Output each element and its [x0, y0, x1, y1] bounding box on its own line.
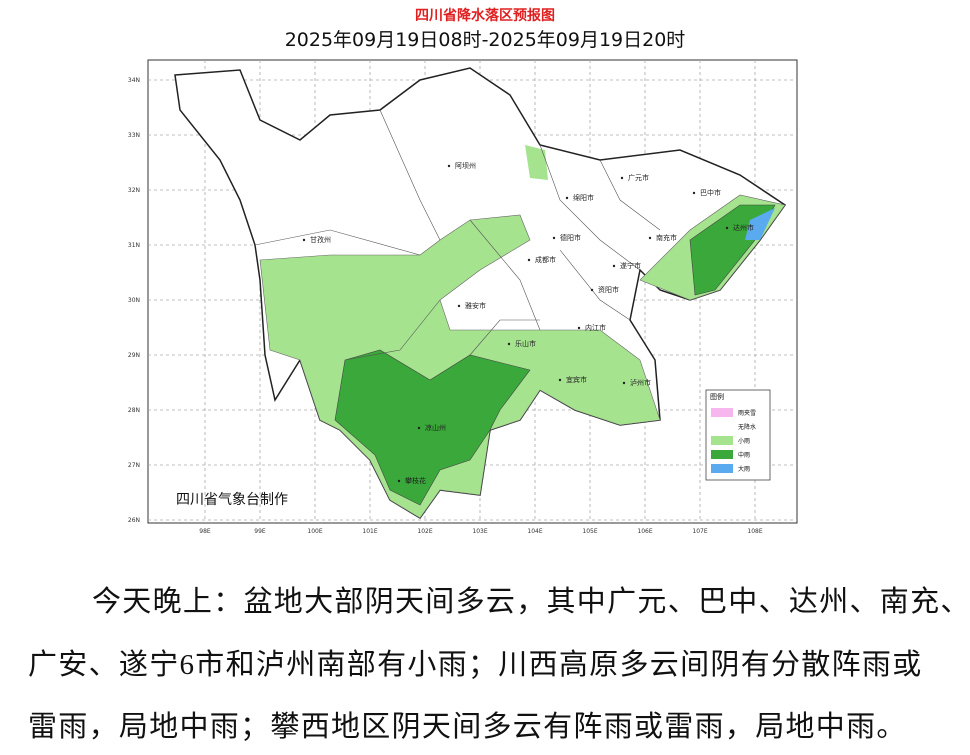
x-axis-label: 102E [417, 528, 432, 535]
light-rain-area [455, 222, 510, 250]
place-dot [417, 426, 421, 430]
place-label: 阿坝州 [455, 161, 476, 170]
legend-swatch [711, 436, 733, 445]
moderate-rain-area [334, 349, 531, 506]
x-axis-label: 105E [582, 528, 597, 535]
map-credit: 四川省气象台制作 [176, 492, 288, 508]
place-dot [725, 226, 729, 230]
x-axis-label: 103E [472, 528, 487, 535]
place-label: 泸州市 [630, 378, 651, 387]
paragraph-line: 广安、遂宁6市和泸州南部有小雨；川西高原多云间阴有分散阵雨或 [28, 649, 923, 681]
place-dot [558, 378, 562, 382]
place-dot [577, 326, 581, 330]
y-axis-label: 33N [128, 132, 140, 139]
place-label: 巴中市 [700, 188, 721, 197]
place-label: 乐山市 [515, 339, 536, 348]
place-label: 德阳市 [560, 233, 581, 242]
place-dot [648, 236, 652, 240]
place-label: 达州市 [733, 223, 754, 232]
light-rain-area [525, 145, 548, 180]
place-label: 资阳市 [598, 285, 619, 294]
legend-swatch [711, 450, 733, 459]
y-axis-label: 26N [128, 517, 140, 524]
place-label: 遂宁市 [620, 261, 641, 270]
x-axis-label: 99E [254, 528, 266, 535]
place-label: 绵阳市 [573, 193, 594, 202]
heavy-rain-area [745, 208, 775, 240]
place-dot [612, 264, 616, 268]
place-dot [507, 342, 511, 346]
x-axis-label: 104E [527, 528, 542, 535]
legend-label: 大雨 [738, 465, 750, 473]
place-dot [457, 304, 461, 308]
legend-label: 中雨 [738, 451, 750, 459]
legend-swatch [711, 464, 733, 473]
x-axis-label: 100E [307, 528, 322, 535]
x-axis-label: 101E [362, 528, 377, 535]
x-axis-label: 107E [692, 528, 707, 535]
place-label: 雅安市 [465, 301, 486, 310]
map: 四川省降水落区预报图 2025年09月19日08时-2025年09月19日20时… [128, 7, 798, 535]
place-dot [692, 191, 696, 195]
place-label: 宜宾市 [566, 375, 587, 384]
y-axis-label: 34N [128, 77, 140, 84]
place-dot [620, 176, 624, 180]
map-subtitle: 2025年09月19日08时-2025年09月19日20时 [285, 29, 686, 51]
place-label: 攀枝花 [405, 476, 426, 485]
place-label: 南充市 [656, 233, 677, 242]
place-dot [622, 381, 626, 385]
place-dot [302, 238, 306, 242]
legend-label: 小雨 [738, 437, 750, 445]
place-label: 凉山州 [425, 423, 446, 432]
place-label: 内江市 [585, 323, 606, 332]
y-axis-label: 28N [128, 407, 140, 414]
paragraph-line: 今天晚上：盆地大部阴天间多云，其中广元、巴中、达州、南充、 [92, 586, 970, 618]
x-axis-label: 106E [637, 528, 652, 535]
legend-label: 雨夹雪 [738, 409, 756, 417]
legend-label: 无降水 [738, 423, 756, 431]
x-axis-label: 98E [199, 528, 211, 535]
place-dot [447, 164, 451, 168]
place-dot [397, 479, 401, 483]
y-axis-label: 32N [128, 187, 140, 194]
place-dot [527, 258, 531, 262]
place-label: 广元市 [628, 173, 649, 182]
place-label: 成都市 [535, 255, 556, 264]
x-axis-label: 108E [747, 528, 762, 535]
county-borders [254, 109, 661, 361]
legend-title: 图例 [710, 392, 724, 401]
y-axis-label: 31N [128, 242, 140, 249]
y-axis-label: 30N [128, 297, 140, 304]
paragraph-line: 雷雨，局地中雨；攀西地区阴天间多云有阵雨或雷雨，局地中雨。 [28, 711, 907, 743]
map-title: 四川省降水落区预报图 [415, 7, 555, 24]
place-label: 甘孜州 [310, 235, 331, 244]
place-dot [590, 288, 594, 292]
y-axis-label: 27N [128, 462, 140, 469]
y-axis-label: 29N [128, 352, 140, 359]
place-dot [565, 196, 569, 200]
place-dot [552, 236, 556, 240]
legend-swatch [711, 408, 733, 417]
